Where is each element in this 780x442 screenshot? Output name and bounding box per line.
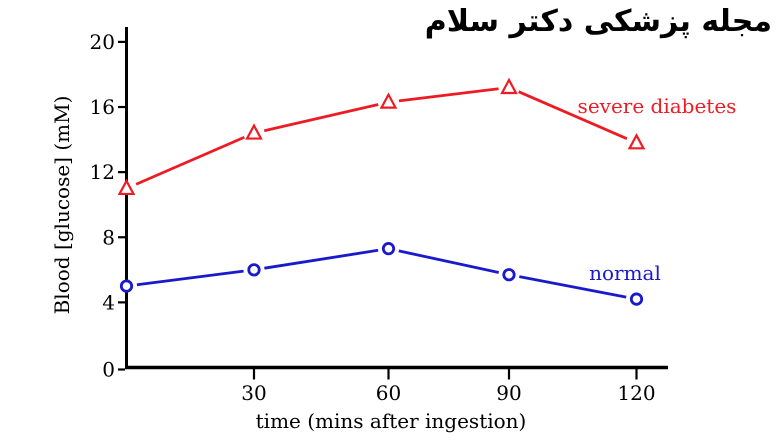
x-tick-label: 60 (376, 381, 401, 405)
series-1-segment (136, 269, 244, 287)
data-point-triangle (117, 178, 136, 196)
series-0-segment (263, 103, 379, 133)
data-point-triangle (627, 133, 646, 150)
x-tick-label: 90 (496, 381, 521, 405)
data-point-circle (381, 242, 396, 256)
series-0-segment (135, 135, 245, 186)
series-label-normal: normal (589, 261, 661, 285)
y-tick-label: 0 (102, 358, 115, 382)
y-tick-label: 8 (102, 225, 115, 249)
data-point-triangle (500, 77, 518, 95)
data-point-circle (629, 292, 644, 306)
data-point-circle (247, 263, 261, 277)
y-tick-label: 12 (90, 160, 115, 184)
y-tick-label: 16 (90, 95, 115, 119)
data-point-triangle (245, 123, 263, 140)
series-1-segment (398, 249, 500, 274)
series-1-segment (519, 275, 627, 299)
data-point-triangle (379, 92, 398, 109)
data-point-circle (502, 268, 516, 282)
x-axis-title: time (mins after ingestion) (255, 409, 527, 433)
watermark-title: مجله پزشکی دکتر سلام (424, 4, 772, 39)
x-tick-label: 120 (617, 381, 655, 405)
series-0-segment (398, 87, 499, 103)
series-0-segment (518, 90, 628, 140)
series-label-severe-diabetes: severe diabetes (577, 94, 737, 118)
y-tick-label: 20 (90, 30, 115, 54)
x-tick-label: 30 (241, 381, 266, 405)
series-1-segment (264, 248, 379, 270)
y-tick-label: 4 (102, 290, 115, 314)
y-axis-title: Blood [glucose] (mM) (50, 95, 74, 315)
data-point-circle (119, 279, 134, 293)
